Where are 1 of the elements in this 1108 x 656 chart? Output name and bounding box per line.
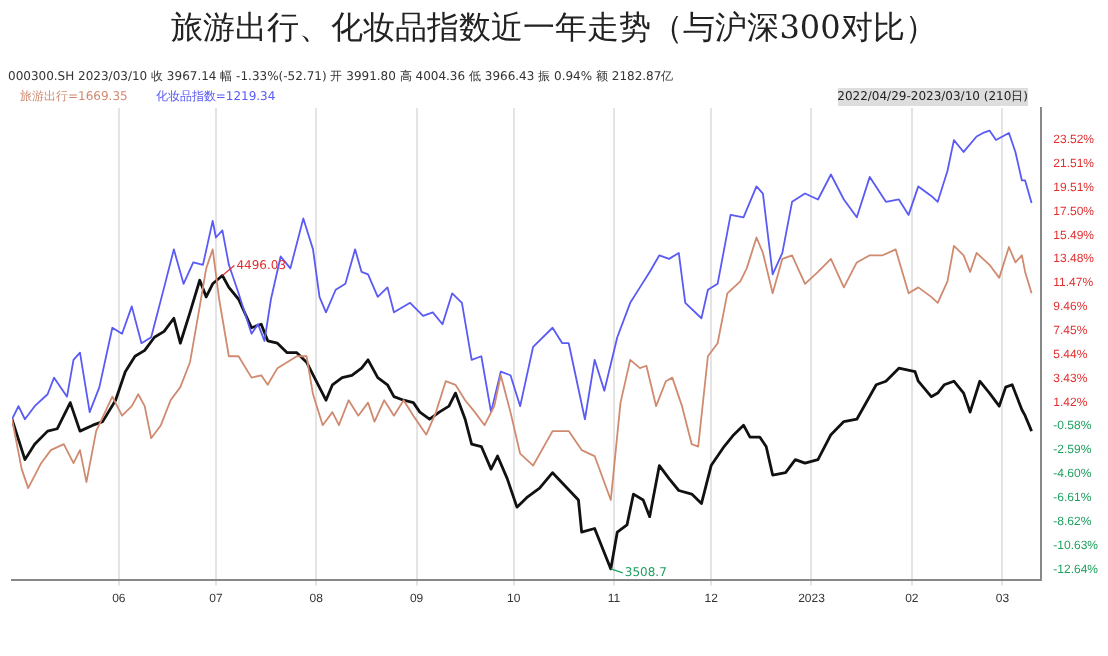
chart-title: 旅游出行、化妆品指数近一年走势（与沪深300对比） xyxy=(169,8,939,50)
